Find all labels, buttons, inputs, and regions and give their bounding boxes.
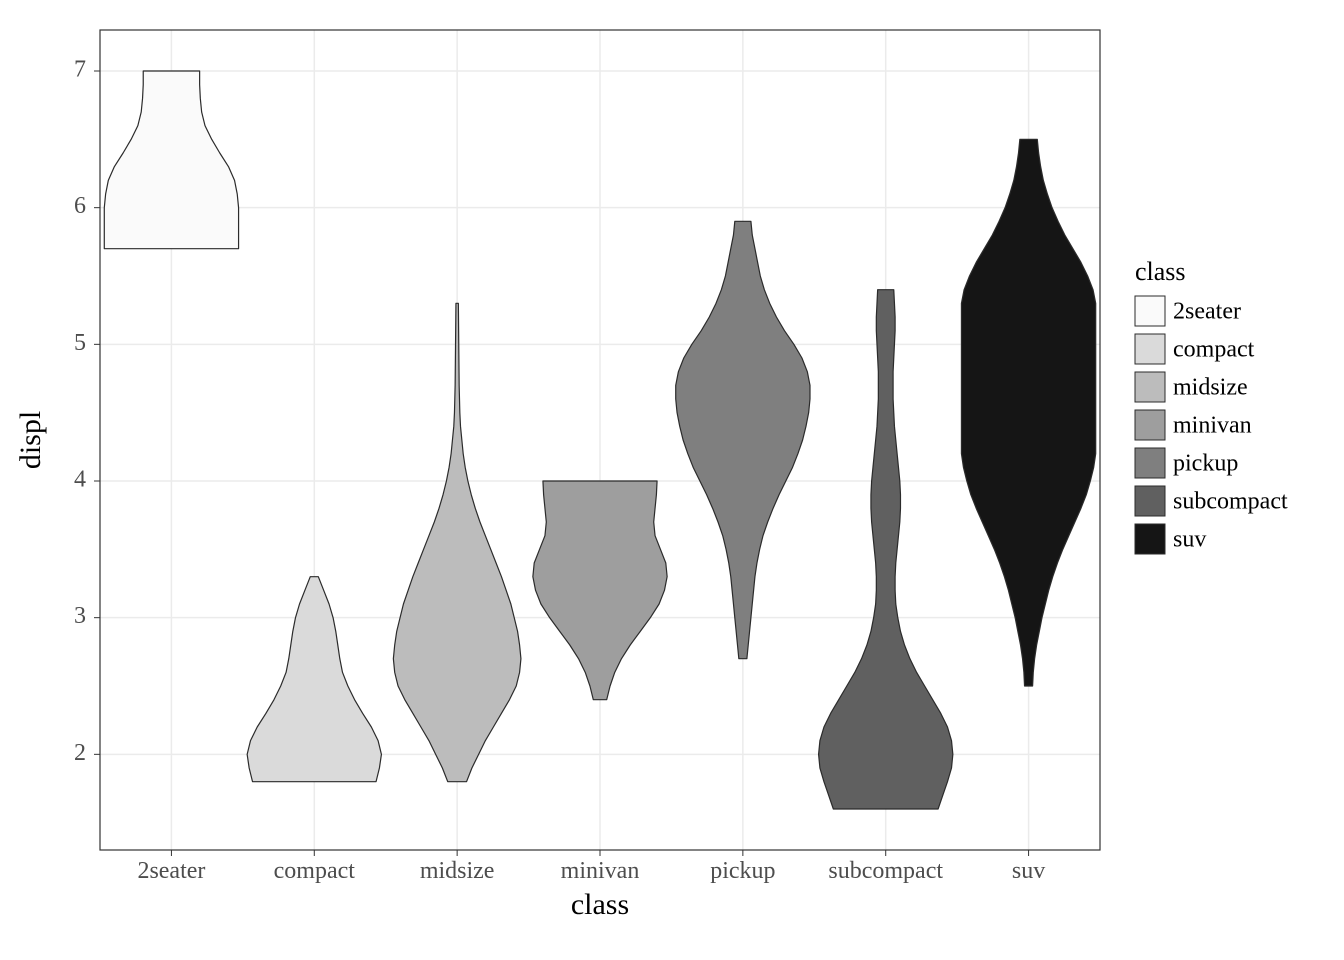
legend-swatch [1135,372,1165,402]
legend-label: minivan [1173,413,1252,439]
x-axis-title: class [571,888,629,921]
y-tick-label: 7 [74,57,86,83]
x-tick-label: 2seater [137,858,205,884]
legend-title: class [1135,257,1186,286]
legend-swatch [1135,296,1165,326]
legend-label: suv [1173,527,1206,553]
legend-label: pickup [1173,451,1238,477]
legend-swatch [1135,486,1165,516]
legend-label: compact [1173,337,1255,363]
x-tick-label: midsize [420,858,495,884]
legend-swatch [1135,448,1165,478]
y-tick-label: 5 [74,330,86,356]
legend-label: 2seater [1173,299,1241,325]
y-tick-label: 3 [74,603,86,629]
y-tick-label: 2 [74,740,86,766]
y-axis-title: displ [14,411,47,469]
x-tick-label: minivan [561,858,640,884]
legend-swatch [1135,334,1165,364]
legend-label: midsize [1173,375,1248,401]
y-tick-label: 6 [74,193,86,219]
x-tick-label: subcompact [828,858,943,884]
x-tick-label: compact [274,858,356,884]
legend-swatch [1135,410,1165,440]
y-tick-label: 4 [74,467,86,493]
legend-swatch [1135,524,1165,554]
x-tick-label: pickup [710,858,775,884]
violin-chart: 2 3 4 5 6 7 displ 2seater compact midsize minivan p… [0,0,1344,960]
x-tick-label: suv [1012,858,1045,884]
chart-svg: 2 3 4 5 6 7 displ 2seater compact midsize minivan p… [0,0,1344,960]
legend-label: subcompact [1173,489,1288,515]
